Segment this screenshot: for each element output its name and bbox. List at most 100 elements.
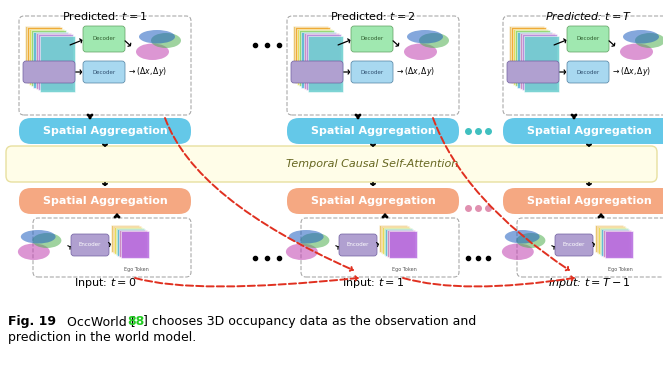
Bar (113, 226, 141, 253)
Text: prediction in the world model.: prediction in the world model. (8, 331, 196, 344)
Text: OccWorld [: OccWorld [ (55, 315, 136, 328)
FancyBboxPatch shape (287, 188, 459, 214)
Bar (306, 34, 341, 90)
Bar (27, 28, 62, 83)
Bar (25, 26, 60, 82)
Bar (600, 228, 628, 255)
Text: Spatial Aggregation: Spatial Aggregation (526, 196, 651, 206)
Bar (598, 227, 626, 254)
Text: $\rightarrow(\Delta x, \Delta y)$: $\rightarrow(\Delta x, \Delta y)$ (127, 66, 167, 78)
Bar (114, 227, 142, 254)
Bar (381, 226, 408, 253)
Text: 88: 88 (127, 315, 145, 328)
Bar (524, 36, 559, 92)
Bar (111, 225, 139, 251)
FancyBboxPatch shape (83, 61, 125, 83)
Ellipse shape (289, 230, 324, 244)
Bar (603, 230, 631, 257)
Bar (36, 33, 70, 89)
Bar (293, 26, 328, 82)
Bar (517, 32, 552, 87)
Ellipse shape (300, 233, 330, 248)
Ellipse shape (505, 230, 540, 244)
Bar (116, 228, 144, 255)
Bar (31, 30, 66, 86)
Bar (117, 229, 145, 256)
Text: Decoder: Decoder (361, 37, 384, 41)
Bar (511, 28, 546, 83)
Text: Decoder: Decoder (361, 69, 384, 75)
Text: Predicted: $t=2$: Predicted: $t=2$ (330, 10, 416, 22)
Bar (121, 231, 149, 258)
Text: $\rightarrow(\Delta x, \Delta y)$: $\rightarrow(\Delta x, \Delta y)$ (395, 66, 435, 78)
Bar (389, 231, 416, 258)
Bar (382, 227, 410, 254)
Text: ] chooses 3D occupancy data as the observation and: ] chooses 3D occupancy data as the obser… (143, 315, 476, 328)
Bar (302, 32, 336, 87)
Ellipse shape (404, 43, 437, 60)
Bar (379, 225, 407, 251)
Text: Fig. 19: Fig. 19 (8, 315, 56, 328)
Ellipse shape (623, 30, 659, 43)
Text: Spatial Aggregation: Spatial Aggregation (311, 126, 436, 136)
FancyBboxPatch shape (503, 118, 663, 144)
Text: Input: $t=0$: Input: $t=0$ (74, 276, 136, 290)
Bar (384, 228, 412, 255)
Bar (387, 230, 415, 257)
Bar (605, 231, 633, 258)
Ellipse shape (139, 30, 175, 43)
Text: Encoder: Encoder (79, 242, 101, 247)
Text: Predicted: $t=T$: Predicted: $t=T$ (545, 10, 633, 22)
Bar (295, 28, 330, 83)
Ellipse shape (620, 43, 653, 60)
FancyBboxPatch shape (507, 61, 559, 83)
FancyBboxPatch shape (567, 26, 609, 52)
Text: Input: $t=1$: Input: $t=1$ (342, 276, 404, 290)
Text: Predicted: $t=1$: Predicted: $t=1$ (62, 10, 148, 22)
FancyBboxPatch shape (287, 118, 459, 144)
FancyBboxPatch shape (351, 61, 393, 83)
Bar (297, 29, 332, 85)
Bar (509, 26, 544, 82)
FancyBboxPatch shape (71, 234, 109, 256)
Ellipse shape (502, 244, 534, 260)
Ellipse shape (32, 233, 62, 248)
Bar (299, 30, 334, 86)
Text: Ego Token: Ego Token (123, 267, 149, 272)
Text: $\rightarrow(\Delta x, \Delta y)$: $\rightarrow(\Delta x, \Delta y)$ (611, 66, 651, 78)
Text: Spatial Aggregation: Spatial Aggregation (42, 126, 167, 136)
FancyBboxPatch shape (19, 118, 191, 144)
Text: Input: $t=T-1$: Input: $t=T-1$ (548, 276, 631, 290)
Ellipse shape (407, 30, 443, 43)
FancyBboxPatch shape (23, 61, 75, 83)
Bar (520, 33, 554, 89)
Bar (597, 226, 625, 253)
Bar (522, 34, 557, 90)
Bar (29, 29, 64, 85)
Text: Spatial Aggregation: Spatial Aggregation (311, 196, 436, 206)
Bar (33, 32, 68, 87)
Bar (308, 36, 343, 92)
Ellipse shape (635, 33, 663, 48)
Bar (601, 229, 629, 256)
Bar (515, 30, 550, 86)
Text: Decoder: Decoder (92, 69, 115, 75)
Bar (513, 29, 548, 85)
Text: Decoder: Decoder (576, 69, 599, 75)
Text: Decoder: Decoder (92, 37, 115, 41)
Text: Temporal Causal Self-Attention: Temporal Causal Self-Attention (286, 159, 458, 169)
Bar (40, 36, 75, 92)
FancyBboxPatch shape (339, 234, 377, 256)
FancyBboxPatch shape (83, 26, 125, 52)
Bar (304, 33, 339, 89)
FancyBboxPatch shape (351, 26, 393, 52)
Ellipse shape (18, 244, 50, 260)
Ellipse shape (286, 244, 318, 260)
Ellipse shape (136, 43, 169, 60)
FancyBboxPatch shape (503, 188, 663, 214)
Ellipse shape (21, 230, 56, 244)
Text: Decoder: Decoder (576, 37, 599, 41)
Bar (385, 229, 414, 256)
FancyBboxPatch shape (19, 188, 191, 214)
Bar (119, 230, 147, 257)
